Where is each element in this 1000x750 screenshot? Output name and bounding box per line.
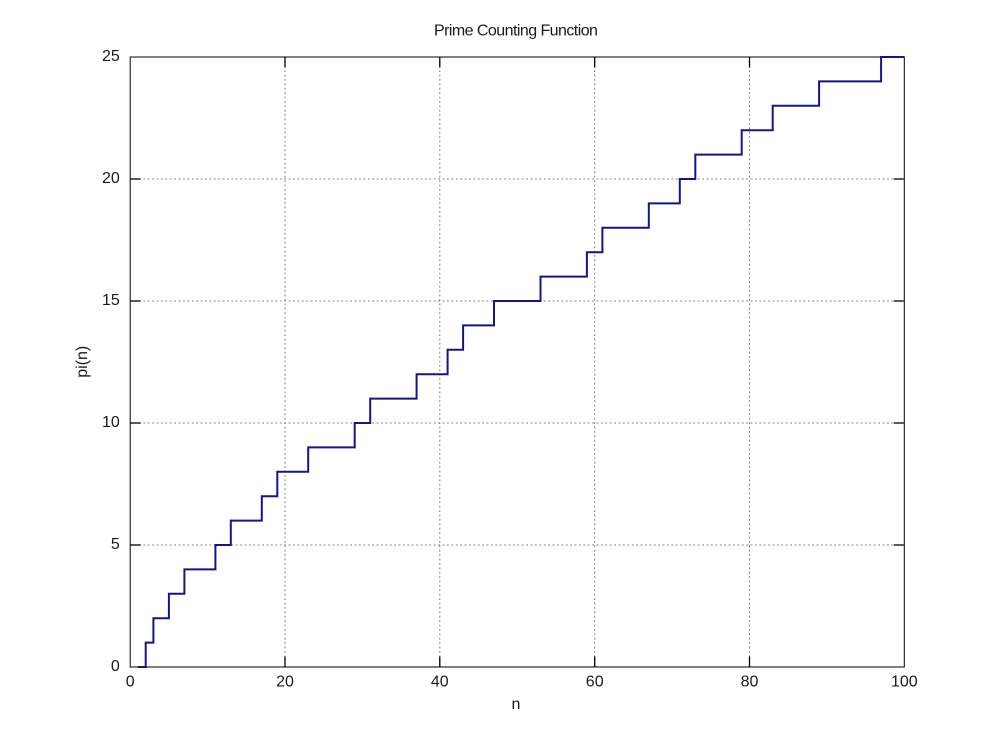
svg-text:100: 100 — [891, 674, 918, 691]
svg-text:40: 40 — [431, 674, 449, 691]
svg-text:20: 20 — [276, 674, 294, 691]
svg-text:5: 5 — [111, 536, 120, 553]
svg-text:Prime Counting Function: Prime Counting Function — [434, 23, 597, 40]
svg-text:10: 10 — [102, 414, 120, 431]
svg-text:60: 60 — [586, 674, 604, 691]
svg-text:0: 0 — [111, 658, 120, 675]
svg-text:pi(n): pi(n) — [74, 346, 91, 378]
svg-text:n: n — [512, 696, 521, 713]
svg-text:25: 25 — [102, 48, 120, 65]
svg-text:0: 0 — [126, 674, 135, 691]
svg-text:15: 15 — [102, 292, 120, 309]
svg-text:80: 80 — [741, 674, 759, 691]
svg-text:20: 20 — [102, 170, 120, 187]
